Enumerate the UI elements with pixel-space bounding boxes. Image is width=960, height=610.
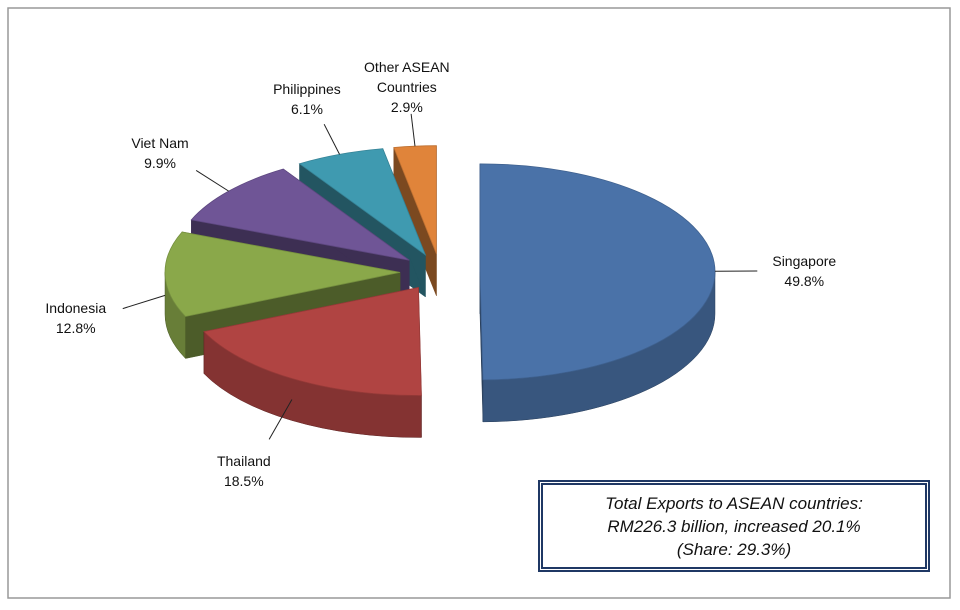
- value-label: 9.9%: [144, 155, 176, 172]
- slice: [203, 287, 422, 396]
- leader-line: [410, 113, 416, 147]
- slice-label: Viet Nam 9.9%: [105, 133, 215, 173]
- leader-line: [122, 294, 166, 310]
- value-label: 49.8%: [784, 272, 825, 289]
- annotation-line: RM226.3 billion, increased 20.1%: [607, 516, 861, 536]
- slice-label: Singapore 49.8%: [749, 251, 859, 291]
- annotation-line: (Share: 29.3%): [676, 539, 792, 559]
- slice-label: Other ASEAN Countries 2.9%: [352, 57, 462, 117]
- slice-label: Philippines 6.1%: [252, 79, 362, 119]
- value-label: 2.9%: [390, 98, 423, 115]
- slice-label: Indonesia 12.8%: [21, 298, 131, 338]
- annotation-box: Total Exports to ASEAN countries: RM226.…: [538, 480, 930, 572]
- slice: [298, 148, 427, 257]
- category-label: Thailand: [216, 452, 271, 469]
- slice-label: Thailand 18.5%: [189, 451, 299, 491]
- leader-line: [323, 123, 341, 155]
- value-label: 6.1%: [290, 101, 323, 118]
- leader-line: [195, 169, 229, 192]
- slice: [164, 231, 401, 317]
- value-label: 18.5%: [223, 472, 264, 489]
- category-label: Indonesia: [45, 299, 107, 316]
- annotation-line: Total Exports to ASEAN countries:: [605, 493, 863, 513]
- category-label: Other ASEAN Countries: [364, 58, 450, 95]
- value-label: 12.8%: [55, 319, 96, 336]
- category-label: Singapore: [772, 252, 837, 269]
- category-label: Viet Nam: [131, 135, 189, 152]
- category-label: Philippines: [273, 81, 341, 98]
- leader-line: [268, 399, 293, 440]
